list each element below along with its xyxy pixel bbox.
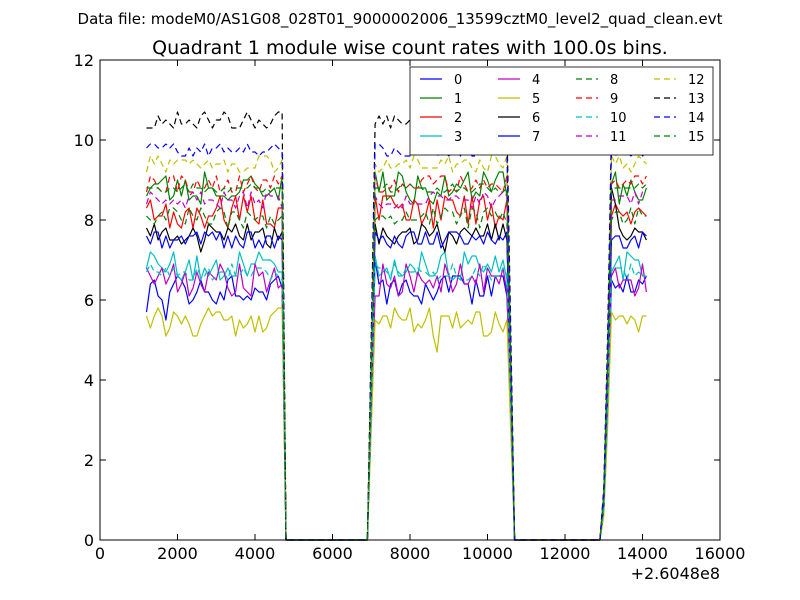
legend-label-12: 12 [688,73,705,88]
chart-suptitle: Data file: modeM0/AS1G08_028T01_90000020… [78,10,723,29]
x-tick-label: 10000 [462,544,513,563]
y-tick-label: 6 [84,291,94,310]
x-tick-label: 8000 [390,544,431,563]
legend-label-4: 4 [532,73,540,88]
series-line-15 [146,183,647,541]
legend-label-13: 13 [688,92,705,107]
series-line-12 [145,155,647,541]
legend-box [409,66,714,156]
y-tick-label: 8 [84,211,94,230]
chart-title: Quadrant 1 module wise count rates with … [152,37,668,59]
y-tick-label: 10 [74,131,94,150]
legend-label-8: 8 [610,73,618,88]
legend-label-6: 6 [532,111,540,126]
legend-label-1: 1 [454,92,462,107]
y-tick-label: 12 [74,51,94,70]
legend-label-3: 3 [454,130,462,145]
legend-label-11: 11 [610,130,627,145]
x-tick-label: 6000 [312,544,353,563]
x-tick-label: 14000 [617,544,668,563]
series-line-10 [145,263,647,541]
legend-label-10: 10 [610,111,627,126]
plot-frame [99,59,721,541]
legend-label-9: 9 [610,92,618,107]
x-tick-label: 2000 [157,544,198,563]
x-tick-label: 16000 [695,544,746,563]
legend-label-7: 7 [532,130,540,145]
axes-layer: 0 2000 4000 6000 8000 10000 12000 14000 16000 0 2 4… [74,51,746,563]
x-tick-label: 4000 [235,544,276,563]
legend-label-0: 0 [454,73,462,88]
y-tick-label: 0 [84,531,94,550]
legend-label-2: 2 [454,111,462,126]
legend-label-5: 5 [532,92,540,107]
legend-label-15: 15 [688,130,705,145]
legend-label-14: 14 [688,111,705,126]
x-tick-label: 0 [95,544,105,563]
y-tick-label: 4 [84,371,94,390]
y-tick-label: 2 [84,451,94,470]
x-tick-label: 12000 [540,544,591,563]
x-offset-label: +2.6048e8 [631,564,720,583]
